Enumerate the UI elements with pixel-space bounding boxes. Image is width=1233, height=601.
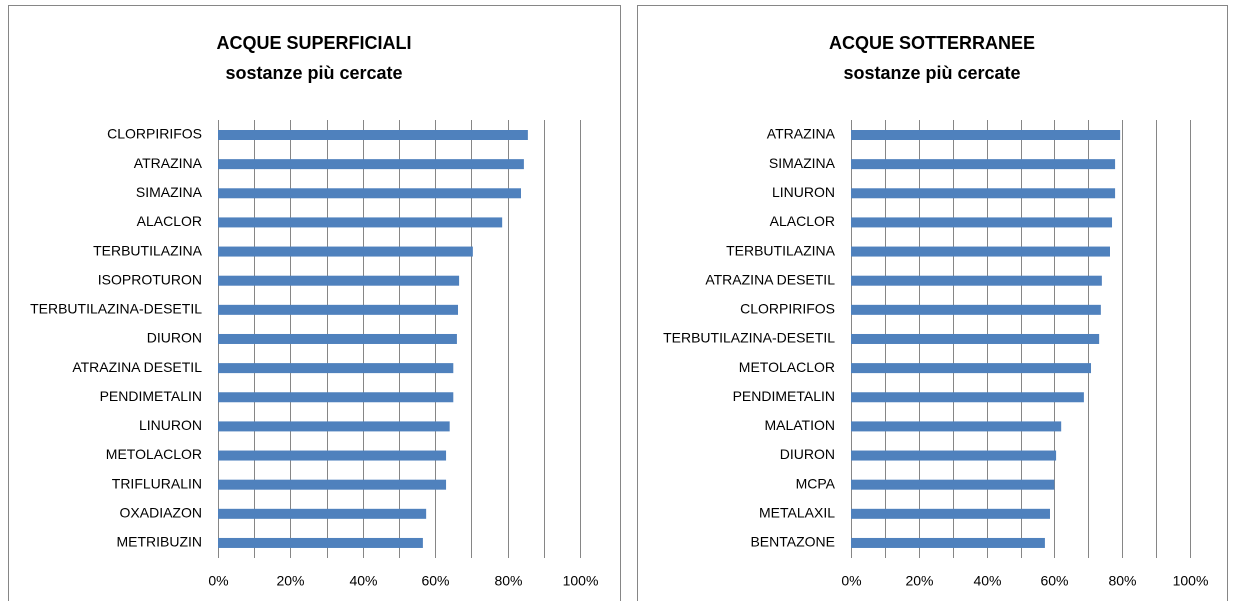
category-label: TERBUTILAZINA-DESETIL: [30, 301, 202, 317]
chart-title: ACQUE SOTTERRANEE: [829, 33, 1035, 53]
category-label: ATRAZINA DESETIL: [705, 271, 835, 287]
bar: [851, 392, 1084, 403]
category-label: ATRAZINA DESETIL: [72, 359, 202, 375]
x-tick-label: 40%: [973, 573, 1001, 589]
bar: [851, 275, 1102, 286]
bar: [851, 304, 1101, 315]
category-label: ISOPROTURON: [98, 271, 202, 287]
category-label: SIMAZINA: [136, 184, 203, 200]
bar: [218, 508, 427, 519]
bar: [851, 159, 1116, 170]
x-tick-label: 100%: [1173, 573, 1209, 589]
x-tick-label: 40%: [349, 573, 377, 589]
category-label: CLORPIRIFOS: [107, 126, 202, 142]
category-label: OXADIAZON: [120, 505, 202, 521]
bar: [851, 130, 1121, 140]
category-label: METRIBUZIN: [116, 534, 202, 550]
category-label: BENTAZONE: [750, 534, 835, 550]
category-label: CLORPIRIFOS: [740, 301, 835, 317]
bar: [851, 246, 1110, 257]
bar: [851, 450, 1057, 461]
category-label: TERBUTILAZINA: [726, 242, 836, 258]
bar: [851, 333, 1100, 344]
x-tick-label: 80%: [1108, 573, 1136, 589]
bar: [218, 217, 503, 228]
chart-frame: [8, 5, 621, 601]
x-tick-label: 60%: [1040, 573, 1068, 589]
bar: [851, 421, 1062, 432]
bar: [218, 392, 454, 403]
bar: [218, 275, 460, 286]
x-tick-label: 0%: [208, 573, 228, 589]
bar: [218, 333, 457, 344]
category-label: MALATION: [764, 417, 835, 433]
category-label: ATRAZINA: [134, 155, 203, 171]
bar: [851, 217, 1113, 228]
bar: [218, 130, 528, 140]
chart-subtitle: sostanze più cercate: [843, 63, 1020, 83]
category-label: PENDIMETALIN: [733, 388, 835, 404]
chart-frame: [637, 5, 1228, 601]
x-tick-label: 60%: [421, 573, 449, 589]
category-label: MCPA: [796, 475, 836, 491]
bar: [218, 159, 524, 170]
category-label: ALACLOR: [137, 213, 202, 229]
category-label: SIMAZINA: [769, 155, 836, 171]
category-label: DIURON: [780, 446, 835, 462]
bar: [218, 188, 521, 199]
bar: [218, 421, 450, 432]
x-tick-label: 20%: [276, 573, 304, 589]
bar: [218, 450, 447, 461]
x-tick-label: 80%: [494, 573, 522, 589]
x-tick-label: 0%: [841, 573, 861, 589]
category-label: TRIFLURALIN: [112, 475, 202, 491]
x-tick-label: 100%: [563, 573, 599, 589]
chart-title: ACQUE SUPERFICIALI: [216, 33, 411, 53]
bar: [851, 363, 1092, 374]
bar: [851, 479, 1055, 490]
bar: [851, 537, 1045, 548]
category-label: ATRAZINA: [767, 126, 836, 142]
bar: [851, 188, 1116, 199]
category-label: DIURON: [147, 330, 202, 346]
category-label: LINURON: [772, 184, 835, 200]
x-tick-label: 20%: [905, 573, 933, 589]
bar: [218, 304, 459, 315]
category-label: ALACLOR: [770, 213, 835, 229]
category-label: METOLACLOR: [739, 359, 835, 375]
bar: [218, 537, 423, 548]
bar: [218, 479, 447, 490]
bar: [851, 508, 1050, 519]
category-label: TERBUTILAZINA-DESETIL: [663, 330, 835, 346]
bar: [218, 363, 454, 374]
category-label: LINURON: [139, 417, 202, 433]
category-label: TERBUTILAZINA: [93, 242, 203, 258]
category-label: METOLACLOR: [106, 446, 202, 462]
bar: [218, 246, 473, 257]
category-label: PENDIMETALIN: [100, 388, 202, 404]
chart-subtitle: sostanze più cercate: [225, 63, 402, 83]
category-label: METALAXIL: [759, 505, 835, 521]
